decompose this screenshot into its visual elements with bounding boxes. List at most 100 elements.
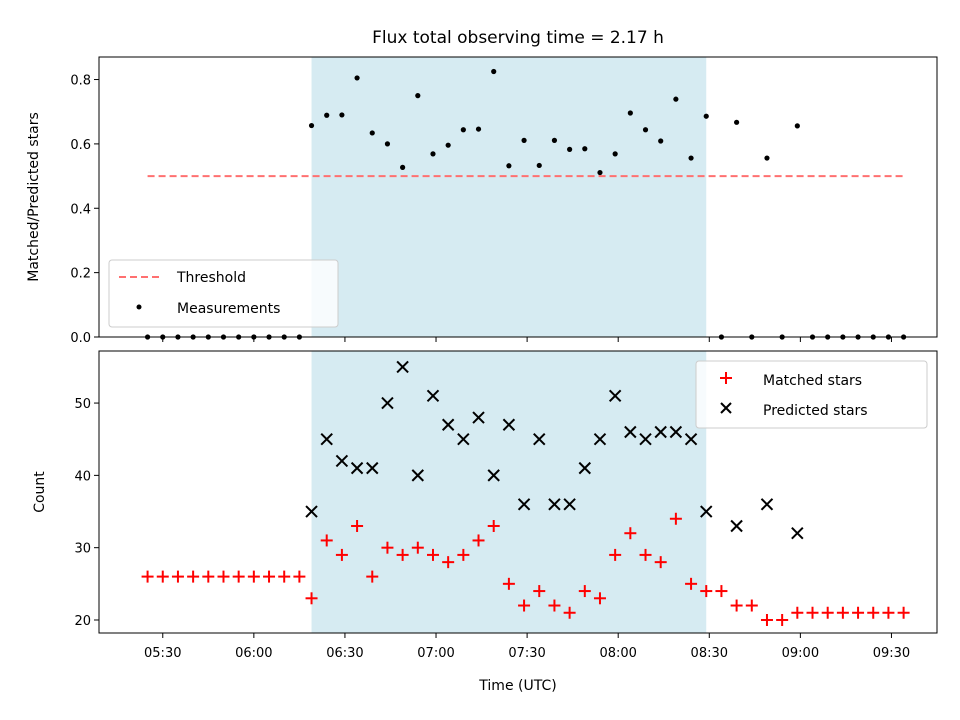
matched-star-point bbox=[247, 570, 260, 583]
matched-star-point bbox=[171, 570, 184, 583]
predicted-star-point bbox=[533, 433, 546, 446]
y-tick-label: 50 bbox=[74, 397, 91, 412]
matched-star-point bbox=[293, 570, 306, 583]
measurement-point bbox=[430, 151, 436, 157]
matched-star-point bbox=[639, 548, 652, 561]
predicted-star-point bbox=[517, 498, 531, 511]
x-tick-label: 07:00 bbox=[417, 646, 454, 661]
predicted-star-point bbox=[320, 433, 333, 446]
matched-stars-series bbox=[141, 512, 910, 626]
predicted-star-point bbox=[426, 389, 440, 403]
bottom-axes-frame bbox=[98, 350, 938, 634]
y-tick-label: 0.6 bbox=[70, 138, 91, 153]
x-tick-label: 07:30 bbox=[508, 646, 545, 661]
top-legend-box bbox=[108, 259, 339, 328]
measurement-point bbox=[703, 113, 709, 119]
x-axis-label: Time (UTC) bbox=[478, 678, 556, 694]
bottom-y-axis-label: Count bbox=[32, 471, 48, 513]
matched-star-point bbox=[760, 613, 773, 626]
measurement-point bbox=[308, 122, 315, 129]
matched-star-point bbox=[700, 585, 713, 598]
measurement-point bbox=[764, 155, 770, 161]
measurement-point bbox=[734, 119, 740, 125]
matched-star-point bbox=[836, 606, 849, 619]
y-tick-label: 20 bbox=[74, 614, 91, 629]
predicted-star-point bbox=[381, 396, 394, 410]
matched-star-point bbox=[776, 613, 789, 626]
matched-star-point bbox=[263, 570, 276, 583]
predicted-star-point bbox=[669, 425, 683, 439]
predicted-star-point bbox=[624, 425, 637, 439]
predicted-star-point bbox=[472, 411, 485, 424]
matched-star-point bbox=[867, 606, 880, 619]
predicted-legend-label: Predicted stars bbox=[763, 403, 868, 419]
matched-star-point bbox=[563, 606, 576, 619]
x-tick-label: 08:00 bbox=[599, 646, 636, 661]
matched-star-point bbox=[396, 548, 409, 561]
predicted-star-point bbox=[548, 498, 561, 511]
matched-star-point bbox=[351, 519, 364, 532]
y-tick-label: 0.8 bbox=[70, 74, 91, 89]
measurement-point bbox=[612, 151, 618, 157]
measurement-point bbox=[354, 75, 360, 81]
y-tick-label: 0.2 bbox=[70, 267, 91, 282]
measurement-point bbox=[673, 96, 679, 102]
matched-star-point bbox=[141, 570, 154, 583]
chart-title: Flux total observing time = 2.17 h bbox=[372, 28, 664, 48]
threshold-legend-label: Threshold bbox=[176, 270, 246, 286]
matched-star-point bbox=[442, 556, 455, 569]
measurement-point bbox=[794, 123, 800, 129]
matched-star-point bbox=[715, 585, 728, 598]
matched-star-point bbox=[548, 599, 561, 612]
measurement-point bbox=[491, 68, 497, 75]
top-legend: Threshold Measurements bbox=[108, 259, 339, 328]
matched-star-point bbox=[624, 527, 637, 540]
matched-star-point bbox=[821, 606, 834, 619]
matched-star-point bbox=[730, 599, 743, 612]
matched-star-point bbox=[897, 606, 910, 619]
matched-legend-swatch bbox=[720, 372, 732, 384]
measurement-point bbox=[400, 164, 406, 170]
matched-star-point bbox=[487, 519, 500, 532]
measurement-point bbox=[597, 169, 603, 176]
matched-star-point bbox=[232, 570, 245, 583]
bottom-highlight-span bbox=[311, 351, 707, 633]
matched-star-point bbox=[320, 534, 333, 547]
top-panel: 0.0 0.2 0.4 0.6 0.8 Matched/Predicted stars bbox=[26, 56, 938, 346]
measurement-point bbox=[460, 127, 466, 133]
predicted-star-point bbox=[366, 461, 379, 475]
top-x-axis-ticks bbox=[162, 337, 892, 342]
measurement-point bbox=[582, 146, 588, 152]
y-tick-label: 30 bbox=[74, 542, 91, 557]
predicted-star-point bbox=[335, 454, 349, 468]
predicted-star-point bbox=[457, 433, 470, 446]
predicted-star-point bbox=[487, 469, 500, 482]
predicted-star-point bbox=[730, 519, 743, 533]
measurements-legend-label: Measurements bbox=[177, 301, 280, 317]
predicted-stars-series bbox=[305, 360, 804, 540]
measurement-point bbox=[445, 142, 451, 148]
x-tick-label: 09:00 bbox=[782, 646, 819, 661]
measurement-point bbox=[627, 110, 633, 116]
matched-star-point bbox=[609, 548, 622, 561]
top-highlight-span bbox=[311, 57, 707, 337]
predicted-star-point bbox=[684, 433, 698, 446]
predicted-star-point bbox=[441, 418, 455, 431]
predicted-star-point bbox=[502, 418, 516, 431]
matched-star-point bbox=[335, 548, 348, 561]
predicted-star-point bbox=[760, 498, 774, 511]
matched-star-point bbox=[533, 585, 546, 598]
x-tick-label: 08:30 bbox=[691, 646, 728, 661]
y-tick-label: 0.4 bbox=[70, 202, 91, 217]
matched-star-point bbox=[217, 570, 230, 583]
predicted-star-point bbox=[593, 433, 607, 446]
matched-star-point bbox=[426, 548, 439, 561]
top-axes-frame bbox=[98, 56, 938, 338]
matched-star-point bbox=[202, 570, 215, 583]
bottom-x-axis-ticks: 05:30 06:00 06:30 07:00 07:30 08:00 08:30 09:00… bbox=[144, 633, 910, 661]
predicted-star-point bbox=[350, 461, 364, 475]
matched-star-point bbox=[502, 577, 515, 590]
measurement-point bbox=[339, 112, 345, 118]
